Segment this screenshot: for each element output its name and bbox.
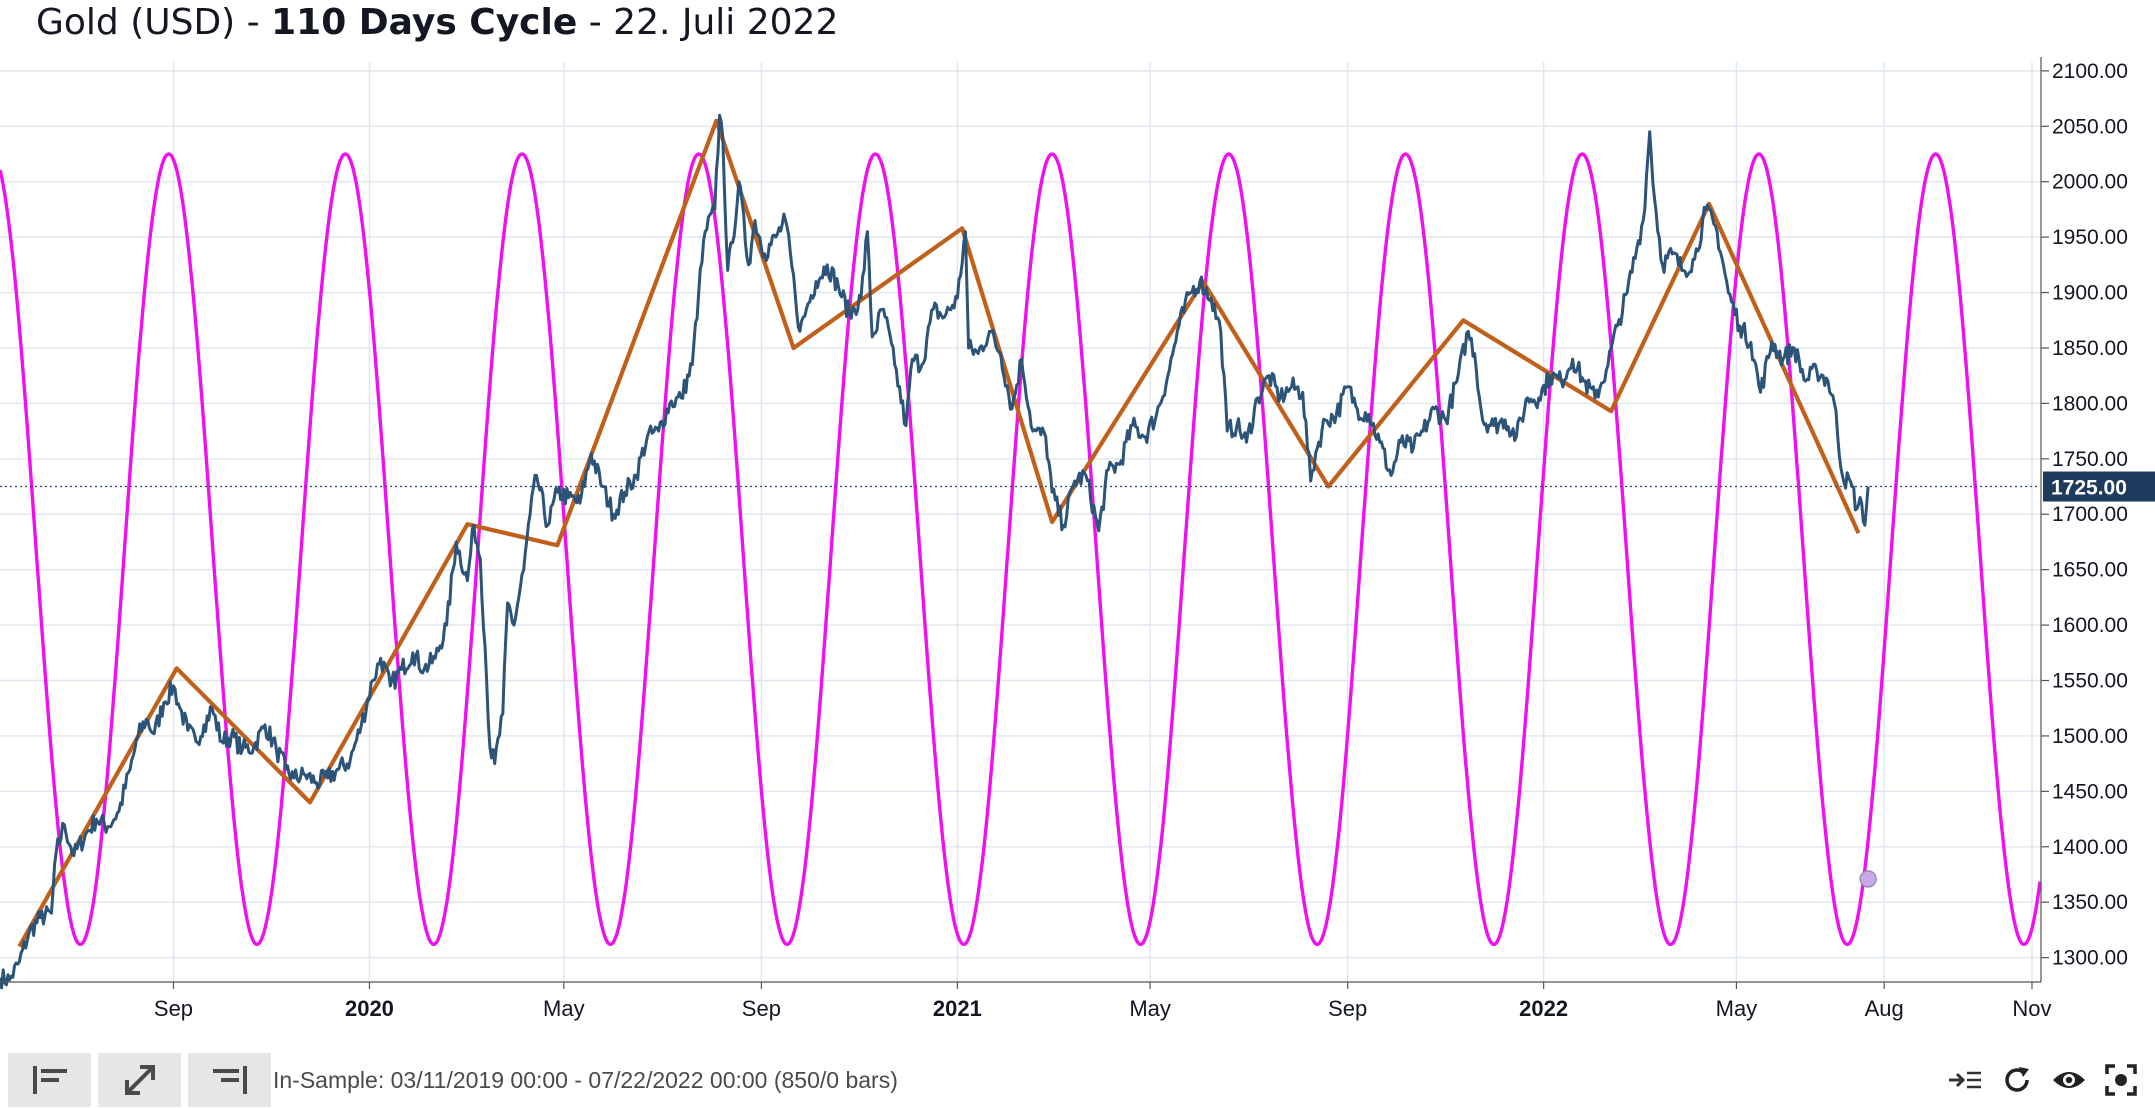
scroll-to-end-button[interactable] — [1945, 1060, 1985, 1100]
refresh-icon — [2005, 1067, 2029, 1092]
expand-button[interactable] — [98, 1053, 181, 1107]
y-tick-label: 2000.00 — [2052, 171, 2128, 194]
x-tick-label: 2022 — [1519, 996, 1568, 1021]
x-tick-label: May — [543, 996, 585, 1021]
toolbar — [8, 1053, 278, 1108]
y-tick-label: 2100.00 — [2052, 60, 2128, 83]
y-tick-label: 2050.00 — [2052, 115, 2128, 138]
screenshot-button[interactable] — [2101, 1060, 2141, 1100]
y-tick-label: 1750.00 — [2052, 448, 2128, 471]
marker-layer — [1859, 870, 1877, 888]
y-tick-label: 1950.00 — [2052, 226, 2128, 249]
y-tick-label: 1700.00 — [2052, 503, 2128, 526]
trend-line — [17, 118, 1861, 948]
x-tick-label: Nov — [2012, 996, 2051, 1021]
trend-layer — [17, 118, 1861, 948]
y-tick-label: 1350.00 — [2052, 891, 2128, 914]
x-tick-label: Aug — [1865, 996, 1904, 1021]
align-left-icon — [32, 1066, 67, 1094]
chart-area[interactable]: 1300.00 1350.00 1400.00 1450.00 1500.00 1550.… — [0, 0, 2155, 1040]
y-tick-label: 1500.00 — [2052, 725, 2128, 748]
visibility-button[interactable] — [2049, 1060, 2089, 1100]
y-tick-label: 1650.00 — [2052, 559, 2128, 582]
align-right-icon — [212, 1066, 247, 1094]
chart-title: Gold (USD) - 110 Days Cycle - 22. Juli 2… — [36, 2, 839, 43]
align-right-button[interactable] — [188, 1053, 271, 1107]
x-tick-label: May — [1129, 996, 1171, 1021]
x-tick-label: May — [1716, 996, 1758, 1021]
current-price-label: 1725.00 — [2051, 477, 2127, 500]
visibility-icon — [2053, 1072, 2085, 1088]
chart-title-bold: 110 Days Cycle — [271, 2, 578, 43]
align-left-button[interactable] — [8, 1053, 91, 1107]
y-tick-label: 1550.00 — [2052, 670, 2128, 693]
y-tick-label: 1600.00 — [2052, 614, 2128, 637]
right-toolbar — [1933, 1060, 2141, 1100]
cycle-line — [0, 152, 2042, 947]
y-tick-label: 1800.00 — [2052, 392, 2128, 415]
x-tick-label: Sep — [1328, 996, 1367, 1021]
cycle-layer — [0, 152, 2042, 947]
x-tick-label: Sep — [154, 996, 193, 1021]
y-tick-label: 1450.00 — [2052, 780, 2128, 803]
grid-layer — [0, 62, 2040, 982]
current-price-badge — [2043, 471, 2155, 502]
y-tick-label: 1900.00 — [2052, 282, 2128, 305]
y-tick-label: 1400.00 — [2052, 836, 2128, 859]
y-tick-label: 1300.00 — [2052, 947, 2128, 970]
scroll-to-end-icon — [1949, 1071, 1981, 1089]
price-line — [0, 113, 1870, 990]
y-tick-label: 1850.00 — [2052, 337, 2128, 360]
expand-icon — [124, 1065, 155, 1095]
axes-layer: 1300.00 1350.00 1400.00 1450.00 1500.00 1550.… — [0, 57, 2155, 1021]
price-layer — [0, 113, 1870, 990]
x-tick-label: Sep — [742, 996, 781, 1021]
x-tick-label: 2020 — [345, 996, 394, 1021]
x-tick-label: 2021 — [933, 996, 982, 1021]
in-sample-range-text: In-Sample: 03/11/2019 00:00 - 07/22/2022… — [273, 1067, 898, 1093]
refresh-button[interactable] — [1997, 1060, 2037, 1100]
screenshot-icon — [2105, 1064, 2137, 1096]
cycle-marker-point — [1859, 870, 1877, 888]
